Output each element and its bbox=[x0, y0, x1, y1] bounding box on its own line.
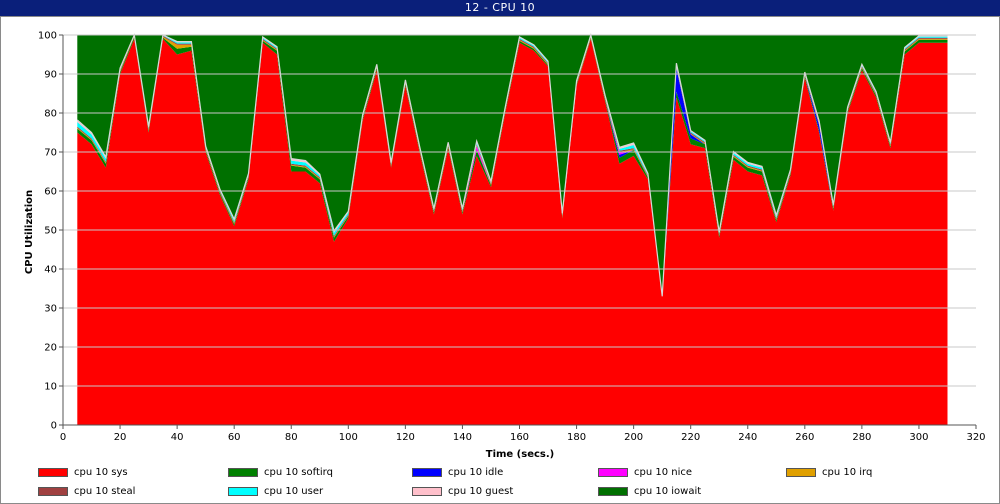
y-tick-label: 40 bbox=[44, 265, 57, 276]
x-tick-label: 180 bbox=[567, 432, 586, 443]
legend-swatch bbox=[786, 467, 816, 477]
x-tick-label: 100 bbox=[339, 432, 358, 443]
x-tick-label: 40 bbox=[171, 432, 184, 443]
x-tick-label: 200 bbox=[624, 432, 643, 443]
area-layers bbox=[76, 32, 948, 426]
legend-swatch bbox=[38, 467, 68, 477]
y-tick-label: 10 bbox=[44, 382, 57, 393]
window-title: 12 - CPU 10 bbox=[0, 0, 1000, 16]
legend: cpu 10 sys cpu 10 softirq cpu 10 idle cpu 1… bbox=[0, 462, 1000, 504]
y-tick-label: 70 bbox=[44, 148, 57, 159]
stack-outline bbox=[76, 32, 948, 297]
y-axis-title: CPU Utilization bbox=[24, 190, 35, 274]
legend-label: cpu 10 guest bbox=[448, 485, 514, 497]
x-tick-label: 160 bbox=[510, 432, 529, 443]
x-tick-label: 300 bbox=[909, 432, 928, 443]
legend-swatch bbox=[412, 467, 442, 477]
x-tick-label: 140 bbox=[453, 432, 472, 443]
x-tick-label: 120 bbox=[396, 432, 415, 443]
x-axis-title: Time (secs.) bbox=[486, 449, 555, 460]
x-tick-label: 320 bbox=[966, 432, 985, 443]
legend-swatch bbox=[38, 486, 68, 496]
x-tick-label: 280 bbox=[852, 432, 871, 443]
x-tick-label: 240 bbox=[738, 432, 757, 443]
legend-item: cpu 10 sys bbox=[38, 465, 128, 479]
area-cpu-10-sys bbox=[77, 38, 948, 426]
x-tick-label: 60 bbox=[228, 432, 241, 443]
y-tick-label: 0 bbox=[51, 421, 57, 432]
x-tick-label: 20 bbox=[114, 432, 127, 443]
y-tick-label: 30 bbox=[44, 304, 57, 315]
legend-swatch bbox=[598, 467, 628, 477]
x-tick-label: 80 bbox=[285, 432, 298, 443]
x-tick-label: 260 bbox=[795, 432, 814, 443]
legend-item: cpu 10 steal bbox=[38, 484, 135, 498]
legend-label: cpu 10 softirq bbox=[264, 466, 333, 478]
y-tick-label: 50 bbox=[44, 226, 57, 237]
legend-label: cpu 10 irq bbox=[822, 466, 873, 478]
legend-label: cpu 10 user bbox=[264, 485, 324, 497]
legend-item: cpu 10 irq bbox=[786, 465, 872, 479]
legend-item: cpu 10 user bbox=[228, 484, 323, 498]
y-tick-label: 100 bbox=[38, 31, 57, 42]
legend-swatch bbox=[598, 486, 628, 496]
legend-item: cpu 10 guest bbox=[412, 484, 513, 498]
axes: 0 10 20 30 40 50 60 70 80 90 100 0 20 40 60 80 100 120 140… bbox=[38, 31, 986, 444]
x-tick-label: 0 bbox=[60, 432, 66, 443]
legend-item: cpu 10 idle bbox=[412, 465, 503, 479]
legend-item: cpu 10 nice bbox=[598, 465, 692, 479]
y-tick-label: 20 bbox=[44, 343, 57, 354]
legend-swatch bbox=[228, 486, 258, 496]
legend-label: cpu 10 sys bbox=[74, 466, 128, 478]
legend-label: cpu 10 idle bbox=[448, 466, 504, 478]
legend-label: cpu 10 iowait bbox=[634, 485, 702, 497]
legend-label: cpu 10 steal bbox=[74, 485, 136, 497]
legend-label: cpu 10 nice bbox=[634, 466, 693, 478]
legend-swatch bbox=[412, 486, 442, 496]
y-tick-label: 80 bbox=[44, 109, 57, 120]
legend-item: cpu 10 softirq bbox=[228, 465, 333, 479]
y-tick-label: 90 bbox=[44, 70, 57, 81]
legend-swatch bbox=[228, 467, 258, 477]
legend-item: cpu 10 iowait bbox=[598, 484, 701, 498]
gridlines bbox=[63, 34, 976, 387]
area-cpu-10-iowait bbox=[77, 35, 948, 297]
x-tick-label: 220 bbox=[681, 432, 700, 443]
y-tick-label: 60 bbox=[44, 187, 57, 198]
